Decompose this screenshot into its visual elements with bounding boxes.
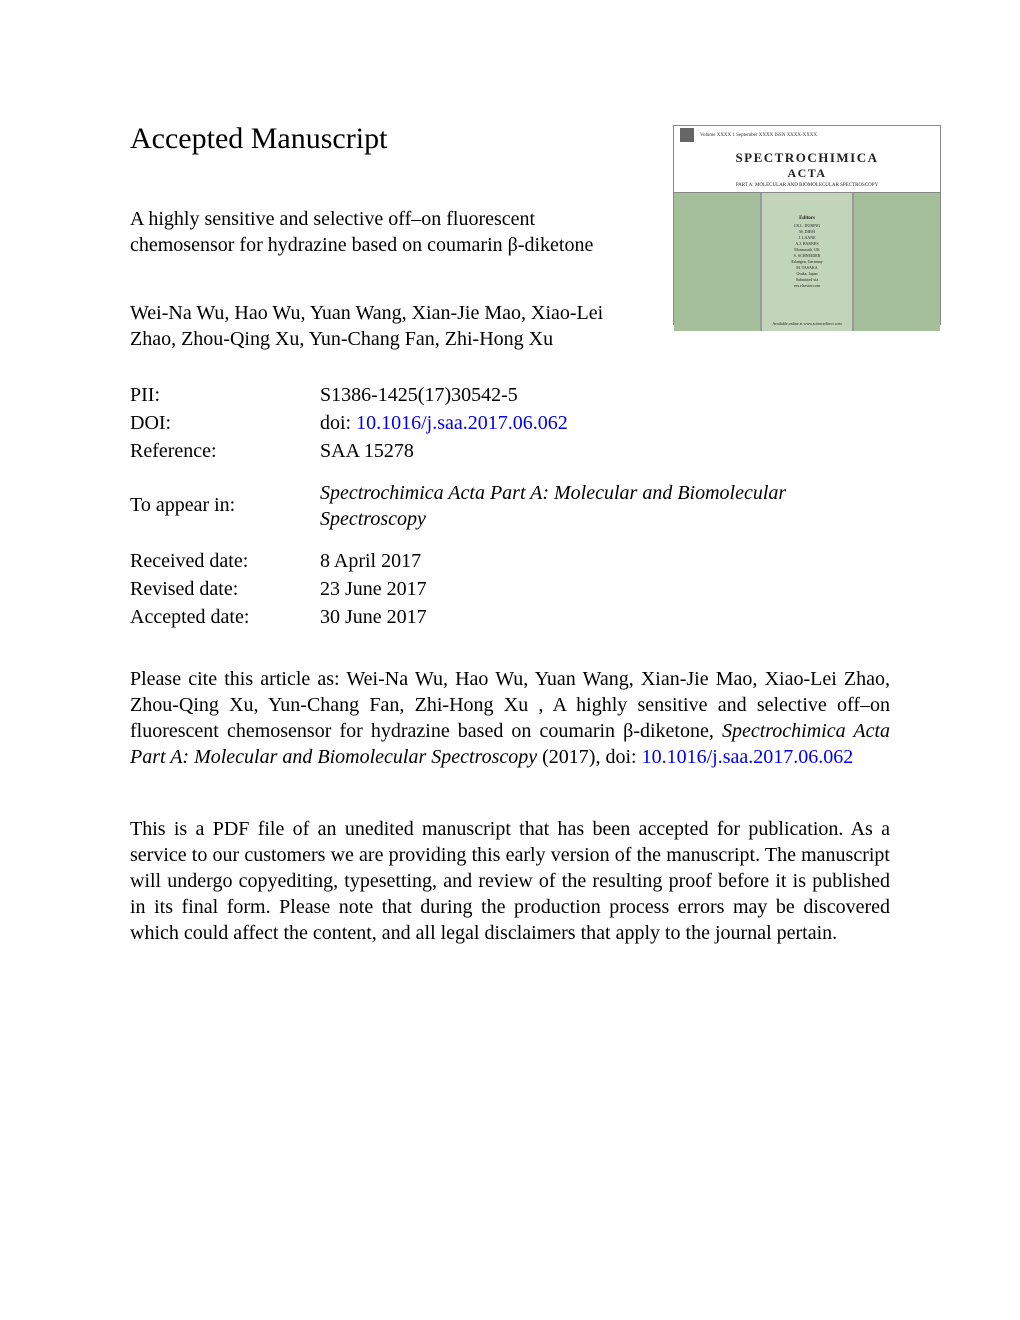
- received-value: 8 April 2017: [320, 548, 890, 574]
- cover-title-main: SPECTROCHIMICA: [678, 150, 936, 166]
- appear-label: To appear in:: [130, 480, 320, 518]
- accepted-label: Accepted date:: [130, 604, 320, 630]
- article-title: A highly sensitive and selective off–on …: [130, 206, 640, 258]
- pii-label: PII:: [130, 382, 320, 408]
- cover-editor-line: ees.elsevier.com: [767, 283, 847, 289]
- elsevier-logo-icon: [680, 128, 694, 142]
- metadata-table: PII: S1386-1425(17)30542-5 DOI: doi: 10.…: [130, 382, 890, 630]
- cover-body: Editors J.R.L. DURING M. DIEM J. LAANE A…: [674, 193, 940, 331]
- cover-top-bar: Volume XXXX 1 September XXXX ISSN XXXX-X…: [674, 126, 940, 144]
- doi-link[interactable]: 10.1016/j.saa.2017.06.062: [356, 412, 568, 434]
- cover-footer: Available online at www.sciencedirect.co…: [674, 321, 940, 326]
- cover-top-text: Volume XXXX 1 September XXXX ISSN XXXX-X…: [700, 133, 817, 138]
- pii-value: S1386-1425(17)30542-5: [320, 382, 890, 408]
- cover-title-sub: ACTA: [678, 166, 936, 181]
- received-label: Received date:: [130, 548, 320, 574]
- disclaimer-text: This is a PDF file of an unedited manusc…: [130, 816, 890, 946]
- journal-cover-thumbnail: Volume XXXX 1 September XXXX ISSN XXXX-X…: [673, 125, 941, 325]
- reference-label: Reference:: [130, 438, 320, 464]
- cover-title-block: SPECTROCHIMICA ACTA: [674, 144, 940, 183]
- cover-subtitle: PART A: MOLECULAR AND BIOMOLECULAR SPECT…: [674, 183, 940, 193]
- citation-text: Please cite this article as: Wei-Na Wu, …: [130, 666, 890, 770]
- cover-col-right: [853, 193, 940, 331]
- revised-value: 23 June 2017: [320, 576, 890, 602]
- authors-list: Wei-Na Wu, Hao Wu, Yuan Wang, Xian-Jie M…: [130, 300, 650, 352]
- cover-center-panel: Editors J.R.L. DURING M. DIEM J. LAANE A…: [761, 193, 853, 331]
- page-heading: Accepted Manuscript: [130, 118, 387, 156]
- revised-label: Revised date:: [130, 576, 320, 602]
- accepted-value: 30 June 2017: [320, 604, 890, 630]
- doi-value: doi: 10.1016/j.saa.2017.06.062: [320, 410, 890, 436]
- cover-col-left: [674, 193, 761, 331]
- doi-label: DOI:: [130, 410, 320, 436]
- appear-value: Spectrochimica Acta Part A: Molecular an…: [320, 480, 890, 532]
- cover-editors-heading: Editors: [767, 215, 847, 223]
- citation-doi-link[interactable]: 10.1016/j.saa.2017.06.062: [642, 746, 854, 768]
- reference-value: SAA 15278: [320, 438, 890, 464]
